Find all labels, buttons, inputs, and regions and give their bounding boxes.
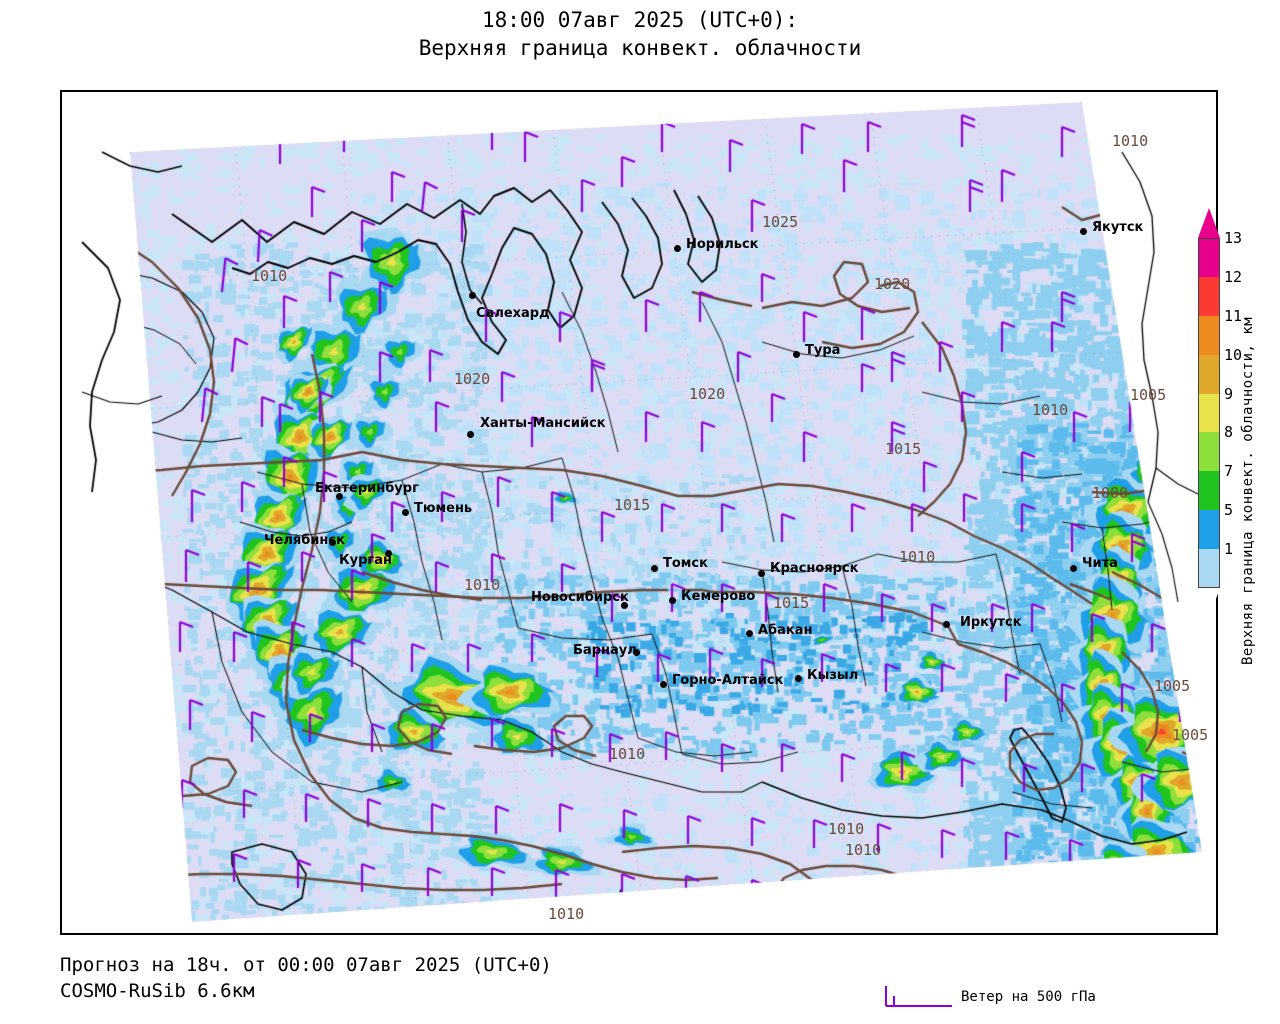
wind-barb-icon [885, 986, 952, 1007]
city-marker [467, 431, 474, 438]
colorbar-tick-7: 7 [1224, 462, 1234, 481]
city-marker [758, 570, 765, 577]
colorbar-band-1 [1198, 549, 1220, 588]
isobar-label: 1020 [689, 385, 726, 403]
colorbar-tick-12: 12 [1224, 267, 1243, 286]
isobar-label: 1010 [251, 267, 288, 285]
isobar-label: 1010 [828, 820, 865, 838]
city-label: Кызыл [807, 668, 859, 683]
isobar-label: 1010 [464, 576, 501, 594]
isobar-label: 1005 [1154, 677, 1191, 695]
city-marker [793, 351, 800, 358]
city-marker [469, 292, 476, 299]
city-label: Томск [663, 556, 708, 571]
isobar-label: 1015 [773, 594, 810, 612]
colorbar-band-8 [1198, 432, 1220, 472]
isobar-label: 1025 [762, 213, 799, 231]
city-label: Екатеринбург [315, 481, 419, 496]
isobar-label: 1015 [885, 440, 922, 458]
colorbar-axis-title: Верхняя граница конвект. облачности, км [1240, 316, 1256, 665]
city-label: Тура [805, 343, 841, 358]
model-info-line: COSMO-RuSib 6.6км [60, 980, 255, 1002]
city-label: Тюмень [414, 501, 473, 516]
wind-legend-label: Ветер на 500 гПа [961, 989, 1096, 1005]
colorbar-band-7 [1198, 471, 1220, 511]
colorbar-arrow-top-icon [1198, 208, 1220, 238]
isobar-label: 1010 [609, 745, 646, 763]
colorbar-band-5 [1198, 510, 1220, 550]
colorbar: 13 12 11 10 9 8 7 5 1 [1198, 208, 1242, 618]
city-marker [329, 539, 336, 546]
city-marker [795, 675, 802, 682]
city-label: Салехард [476, 306, 550, 321]
city-label: Горно-Алтайск [672, 673, 784, 688]
city-marker [669, 597, 676, 604]
title-datetime: 18:00 07авг 2025 (UTC+0): [481, 8, 799, 32]
city-label: Чита [1082, 556, 1118, 571]
colorbar-tick-11: 11 [1224, 306, 1243, 325]
colorbar-band-11 [1198, 315, 1220, 355]
colorbar-band-10 [1198, 354, 1220, 394]
colorbar-tick-5: 5 [1224, 501, 1234, 520]
colorbar-tick-10: 10 [1224, 345, 1243, 364]
city-label: Абакан [758, 623, 813, 638]
wind-legend: Ветер на 500 гПа [880, 982, 1096, 1012]
colorbar-tick-9: 9 [1224, 384, 1234, 403]
city-marker [660, 681, 667, 688]
city-marker [746, 630, 753, 637]
colorbar-tick-8: 8 [1224, 423, 1234, 442]
city-marker [402, 509, 409, 516]
city-label: Норильск [686, 237, 759, 252]
colorbar-tick-13: 13 [1224, 229, 1243, 247]
isobar-label: 1010 [1032, 401, 1069, 419]
colorbar-band-9 [1198, 393, 1220, 433]
city-label: Курган [339, 553, 392, 568]
city-marker [336, 493, 343, 500]
colorbar-band-13 [1198, 238, 1220, 277]
isobar-label: 1005 [1172, 726, 1209, 744]
city-label: Иркутск [960, 615, 1022, 630]
isobar-label: 1015 [614, 496, 651, 514]
city-marker [943, 621, 950, 628]
city-label: Якутск [1092, 220, 1144, 235]
title-parameter: Верхняя граница конвект. облачности [418, 36, 862, 60]
city-label: Ханты-Мансийск [480, 416, 606, 431]
city-marker [1070, 565, 1077, 572]
forecast-info-line: Прогноз на 18ч. от 00:00 07авг 2025 (UTC… [60, 954, 552, 976]
isobar-label: 1010 [1112, 132, 1149, 150]
city-label: Красноярск [770, 561, 859, 576]
colorbar-arrow-bottom-icon [1198, 588, 1220, 618]
isobar-label: 1010 [548, 905, 585, 923]
colorbar-band-12 [1198, 276, 1220, 316]
colorbar-tick-1: 1 [1224, 540, 1234, 559]
isobar-label: 1000 [1092, 484, 1129, 502]
city-label: Челябинск [264, 533, 345, 548]
isobar-label: 1010 [899, 548, 936, 566]
city-marker [385, 550, 392, 557]
chart-title-block: 18:00 07авг 2025 (UTC+0): Верхняя границ… [0, 6, 1280, 62]
city-marker [633, 649, 640, 656]
city-label: Новосибирск [531, 590, 629, 605]
isobar-label: 1020 [874, 275, 911, 293]
city-marker [1080, 228, 1087, 235]
city-marker [621, 602, 628, 609]
city-marker [651, 565, 658, 572]
city-label: Кемерово [681, 589, 756, 604]
map-raster-layer [62, 92, 1216, 933]
isobar-label: 1020 [454, 370, 491, 388]
isobar-label: 1010 [845, 841, 882, 859]
city-marker [674, 245, 681, 252]
city-label: Барнаул [573, 643, 637, 658]
footer-block: Прогноз на 18ч. от 00:00 07авг 2025 (UTC… [60, 952, 1220, 1004]
isobar-label: 1005 [1130, 386, 1167, 404]
weather-map[interactable]: Якутск Норильск Салехард Тура Ханты-Мансийск… [60, 90, 1218, 935]
